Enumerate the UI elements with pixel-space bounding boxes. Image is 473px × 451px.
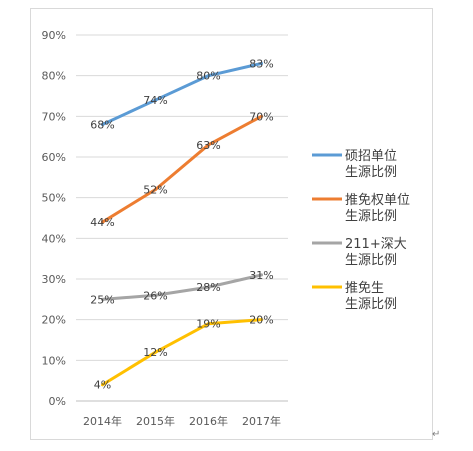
data-label: 31% <box>249 269 273 282</box>
y-tick-label: 20% <box>42 314 66 327</box>
series-line <box>101 61 263 126</box>
y-tick-label: 50% <box>42 192 66 205</box>
legend-label: 211+深大 <box>345 237 407 252</box>
data-label: 52% <box>143 184 167 197</box>
data-point <box>154 188 157 192</box>
data-point <box>154 293 157 297</box>
y-tick-label: 40% <box>42 232 66 245</box>
data-point <box>101 383 104 387</box>
chart-frame <box>30 8 433 440</box>
y-axis-ticks: 0% 10% 20% 30% 40% 50% 60% 70% 80% 90% <box>42 29 66 408</box>
data-label: 70% <box>249 110 273 123</box>
series-line <box>101 114 263 224</box>
data-point <box>101 122 104 126</box>
data-label: 80% <box>196 70 220 83</box>
y-tick-label: 90% <box>42 29 66 42</box>
y-tick-label: 80% <box>42 70 66 83</box>
series-line <box>101 318 263 387</box>
legend-label: 推免生 <box>345 281 384 296</box>
y-tick-label: 30% <box>42 273 66 286</box>
data-label: 4% <box>94 379 111 392</box>
data-label: 63% <box>196 139 220 152</box>
data-label: 12% <box>143 346 167 359</box>
data-point <box>260 61 263 65</box>
data-label: 28% <box>196 281 220 294</box>
x-tick-label: 2017年 <box>242 414 281 428</box>
data-point <box>260 273 263 277</box>
y-tick-label: 70% <box>42 110 66 123</box>
legend-label: 生源比例 <box>345 297 397 312</box>
data-point <box>101 297 104 301</box>
x-tick-label: 2015年 <box>136 414 175 428</box>
data-point <box>260 114 263 118</box>
legend-label: 生源比例 <box>345 209 397 224</box>
data-point <box>207 143 210 147</box>
data-point <box>207 322 210 326</box>
data-label: 74% <box>143 94 167 107</box>
data-label: 68% <box>90 118 114 131</box>
data-point <box>154 350 157 354</box>
data-point <box>154 98 157 102</box>
data-point <box>207 74 210 78</box>
data-label: 25% <box>90 293 114 306</box>
data-label: 26% <box>143 289 167 302</box>
data-point <box>101 220 104 224</box>
y-tick-label: 0% <box>49 395 66 408</box>
x-axis-ticks: 2014年 2015年 2016年 2017年 <box>83 414 281 428</box>
data-label: 44% <box>90 216 114 229</box>
x-tick-label: 2016年 <box>189 414 228 428</box>
paragraph-return-mark: ↵ <box>432 429 441 440</box>
y-tick-label: 10% <box>42 354 66 367</box>
data-labels: 68% 74% 80% 83% 44% 52% 63% 70% 25% 26% 28% 31% 4% 12… <box>90 57 273 391</box>
data-label: 83% <box>249 57 273 70</box>
data-label: 19% <box>196 318 220 331</box>
series-lines <box>101 61 263 387</box>
legend-label: 生源比例 <box>345 253 397 268</box>
gridlines <box>76 34 288 402</box>
legend-label: 硕招单位 <box>345 149 397 164</box>
series-line <box>101 273 263 301</box>
data-point <box>207 285 210 289</box>
data-point <box>260 318 263 322</box>
data-label: 20% <box>249 314 273 327</box>
y-tick-label: 60% <box>42 151 66 164</box>
x-tick-label: 2014年 <box>83 414 122 428</box>
legend-label: 生源比例 <box>345 165 397 180</box>
legend-label: 推免权单位 <box>345 192 410 208</box>
